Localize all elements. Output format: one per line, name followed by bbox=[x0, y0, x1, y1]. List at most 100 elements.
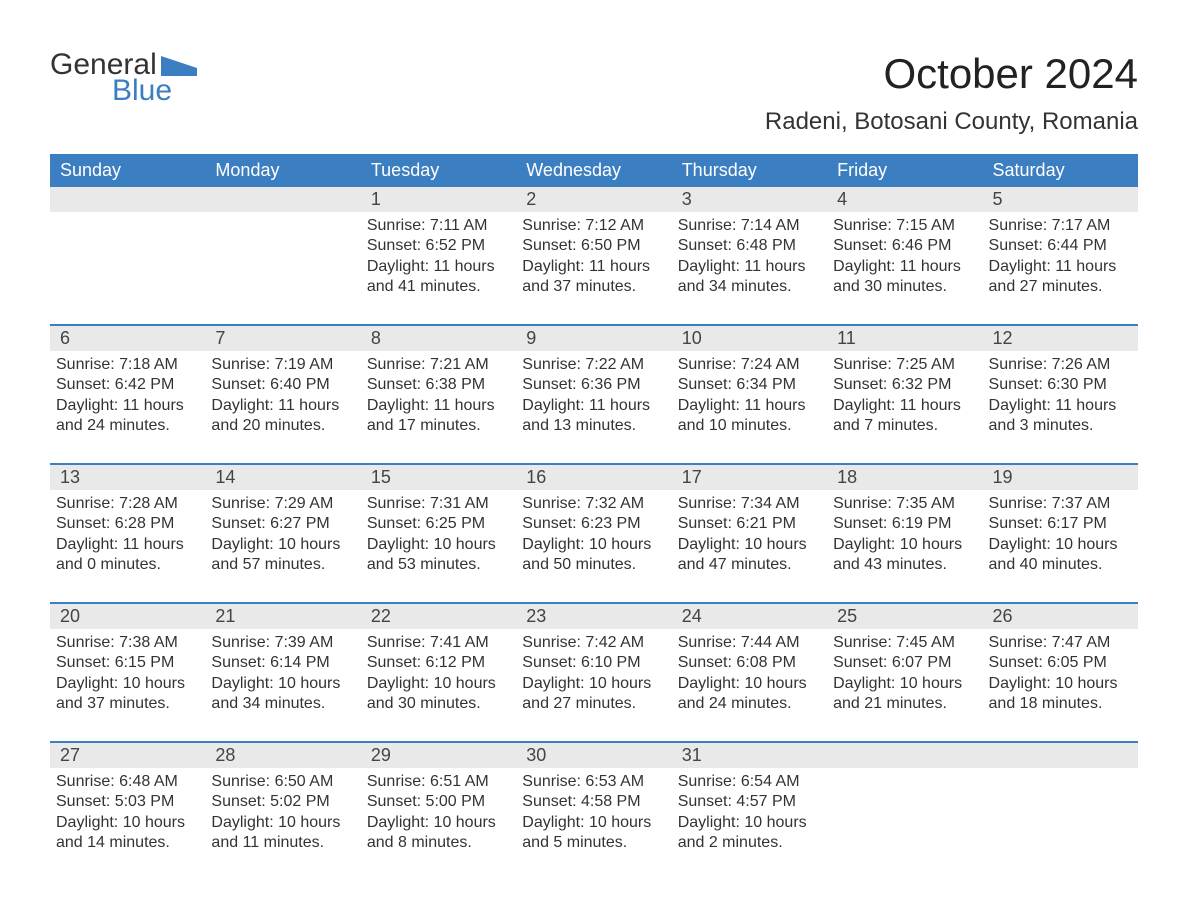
sunset-text: Sunset: 6:15 PM bbox=[56, 653, 195, 673]
daylight-text: Daylight: 11 hours and 30 minutes. bbox=[833, 257, 972, 298]
sunrise-text: Sunrise: 7:26 AM bbox=[989, 355, 1128, 375]
week-block: 12345Sunrise: 7:11 AMSunset: 6:52 PMDayl… bbox=[50, 187, 1138, 308]
sunset-text: Sunset: 5:03 PM bbox=[56, 792, 195, 812]
daynum-cell: 19 bbox=[983, 465, 1138, 490]
sunrise-text: Sunrise: 6:53 AM bbox=[522, 772, 661, 792]
dow-tuesday: Tuesday bbox=[361, 154, 516, 187]
daynum-cell: 17 bbox=[672, 465, 827, 490]
daynum-cell: 16 bbox=[516, 465, 671, 490]
day-cell: Sunrise: 7:12 AMSunset: 6:50 PMDaylight:… bbox=[516, 212, 671, 308]
daynum-cell: 25 bbox=[827, 604, 982, 629]
daylight-text: Daylight: 11 hours and 0 minutes. bbox=[56, 535, 195, 576]
day-cell: Sunrise: 7:19 AMSunset: 6:40 PMDaylight:… bbox=[205, 351, 360, 447]
body-row: Sunrise: 7:38 AMSunset: 6:15 PMDaylight:… bbox=[50, 629, 1138, 725]
daynum-cell: 27 bbox=[50, 743, 205, 768]
daylight-text: Daylight: 10 hours and 50 minutes. bbox=[522, 535, 661, 576]
sunrise-text: Sunrise: 6:54 AM bbox=[678, 772, 817, 792]
daylight-text: Daylight: 10 hours and 40 minutes. bbox=[989, 535, 1128, 576]
daynum-cell: 14 bbox=[205, 465, 360, 490]
sunrise-text: Sunrise: 7:21 AM bbox=[367, 355, 506, 375]
dow-wednesday: Wednesday bbox=[516, 154, 671, 187]
day-cell: Sunrise: 7:24 AMSunset: 6:34 PMDaylight:… bbox=[672, 351, 827, 447]
daynum-cell: 24 bbox=[672, 604, 827, 629]
daylight-text: Daylight: 10 hours and 30 minutes. bbox=[367, 674, 506, 715]
daylight-text: Daylight: 10 hours and 43 minutes. bbox=[833, 535, 972, 576]
sunrise-text: Sunrise: 7:32 AM bbox=[522, 494, 661, 514]
day-cell: Sunrise: 6:51 AMSunset: 5:00 PMDaylight:… bbox=[361, 768, 516, 864]
body-row: Sunrise: 7:18 AMSunset: 6:42 PMDaylight:… bbox=[50, 351, 1138, 447]
daynum-cell: 8 bbox=[361, 326, 516, 351]
daylight-text: Daylight: 10 hours and 34 minutes. bbox=[211, 674, 350, 715]
sunset-text: Sunset: 4:58 PM bbox=[522, 792, 661, 812]
sunrise-text: Sunrise: 7:35 AM bbox=[833, 494, 972, 514]
sunset-text: Sunset: 6:21 PM bbox=[678, 514, 817, 534]
header: General Blue October 2024 Radeni, Botosa… bbox=[50, 50, 1138, 136]
daylight-text: Daylight: 11 hours and 37 minutes. bbox=[522, 257, 661, 298]
daynum-cell: 31 bbox=[672, 743, 827, 768]
weeks-container: 12345Sunrise: 7:11 AMSunset: 6:52 PMDayl… bbox=[50, 187, 1138, 864]
day-cell: Sunrise: 7:14 AMSunset: 6:48 PMDaylight:… bbox=[672, 212, 827, 308]
daynum-cell: 3 bbox=[672, 187, 827, 212]
daynum-cell: 7 bbox=[205, 326, 360, 351]
sunset-text: Sunset: 6:12 PM bbox=[367, 653, 506, 673]
daylight-text: Daylight: 11 hours and 34 minutes. bbox=[678, 257, 817, 298]
month-title: October 2024 bbox=[765, 50, 1138, 98]
sunrise-text: Sunrise: 7:28 AM bbox=[56, 494, 195, 514]
day-cell: Sunrise: 7:32 AMSunset: 6:23 PMDaylight:… bbox=[516, 490, 671, 586]
day-cell: Sunrise: 7:26 AMSunset: 6:30 PMDaylight:… bbox=[983, 351, 1138, 447]
week-block: 6789101112Sunrise: 7:18 AMSunset: 6:42 P… bbox=[50, 324, 1138, 447]
daynum-cell: 15 bbox=[361, 465, 516, 490]
sunrise-text: Sunrise: 6:51 AM bbox=[367, 772, 506, 792]
dow-sunday: Sunday bbox=[50, 154, 205, 187]
sunset-text: Sunset: 6:25 PM bbox=[367, 514, 506, 534]
sunset-text: Sunset: 6:19 PM bbox=[833, 514, 972, 534]
daylight-text: Daylight: 10 hours and 5 minutes. bbox=[522, 813, 661, 854]
day-cell bbox=[983, 768, 1138, 864]
body-row: Sunrise: 6:48 AMSunset: 5:03 PMDaylight:… bbox=[50, 768, 1138, 864]
sunrise-text: Sunrise: 7:15 AM bbox=[833, 216, 972, 236]
sunset-text: Sunset: 5:02 PM bbox=[211, 792, 350, 812]
daylight-text: Daylight: 10 hours and 21 minutes. bbox=[833, 674, 972, 715]
day-cell: Sunrise: 7:11 AMSunset: 6:52 PMDaylight:… bbox=[361, 212, 516, 308]
sunrise-text: Sunrise: 7:14 AM bbox=[678, 216, 817, 236]
sunrise-text: Sunrise: 6:50 AM bbox=[211, 772, 350, 792]
sunset-text: Sunset: 6:46 PM bbox=[833, 236, 972, 256]
day-cell: Sunrise: 7:37 AMSunset: 6:17 PMDaylight:… bbox=[983, 490, 1138, 586]
daynum-cell: 6 bbox=[50, 326, 205, 351]
daynum-cell: 29 bbox=[361, 743, 516, 768]
daynum-cell bbox=[827, 743, 982, 768]
sunrise-text: Sunrise: 7:24 AM bbox=[678, 355, 817, 375]
day-cell: Sunrise: 7:47 AMSunset: 6:05 PMDaylight:… bbox=[983, 629, 1138, 725]
sunrise-text: Sunrise: 7:29 AM bbox=[211, 494, 350, 514]
sunrise-text: Sunrise: 7:22 AM bbox=[522, 355, 661, 375]
week-block: 20212223242526Sunrise: 7:38 AMSunset: 6:… bbox=[50, 602, 1138, 725]
day-cell: Sunrise: 7:34 AMSunset: 6:21 PMDaylight:… bbox=[672, 490, 827, 586]
daynum-cell: 22 bbox=[361, 604, 516, 629]
daylight-text: Daylight: 10 hours and 47 minutes. bbox=[678, 535, 817, 576]
sunset-text: Sunset: 6:50 PM bbox=[522, 236, 661, 256]
sunset-text: Sunset: 6:32 PM bbox=[833, 375, 972, 395]
sunset-text: Sunset: 6:52 PM bbox=[367, 236, 506, 256]
daynum-cell: 26 bbox=[983, 604, 1138, 629]
sunrise-text: Sunrise: 7:17 AM bbox=[989, 216, 1128, 236]
sunrise-text: Sunrise: 7:41 AM bbox=[367, 633, 506, 653]
sunrise-text: Sunrise: 7:11 AM bbox=[367, 216, 506, 236]
daynum-cell: 20 bbox=[50, 604, 205, 629]
day-cell: Sunrise: 7:31 AMSunset: 6:25 PMDaylight:… bbox=[361, 490, 516, 586]
day-cell: Sunrise: 7:17 AMSunset: 6:44 PMDaylight:… bbox=[983, 212, 1138, 308]
sunset-text: Sunset: 6:14 PM bbox=[211, 653, 350, 673]
sunset-text: Sunset: 6:44 PM bbox=[989, 236, 1128, 256]
daynum-cell bbox=[50, 187, 205, 212]
week-block: 2728293031Sunrise: 6:48 AMSunset: 5:03 P… bbox=[50, 741, 1138, 864]
day-cell: Sunrise: 7:42 AMSunset: 6:10 PMDaylight:… bbox=[516, 629, 671, 725]
daylight-text: Daylight: 10 hours and 53 minutes. bbox=[367, 535, 506, 576]
sunrise-text: Sunrise: 7:45 AM bbox=[833, 633, 972, 653]
daynum-cell: 4 bbox=[827, 187, 982, 212]
sunset-text: Sunset: 5:00 PM bbox=[367, 792, 506, 812]
daynum-cell bbox=[205, 187, 360, 212]
day-cell bbox=[205, 212, 360, 308]
week-block: 13141516171819Sunrise: 7:28 AMSunset: 6:… bbox=[50, 463, 1138, 586]
daynum-cell: 18 bbox=[827, 465, 982, 490]
daynum-cell: 5 bbox=[983, 187, 1138, 212]
day-cell: Sunrise: 6:54 AMSunset: 4:57 PMDaylight:… bbox=[672, 768, 827, 864]
